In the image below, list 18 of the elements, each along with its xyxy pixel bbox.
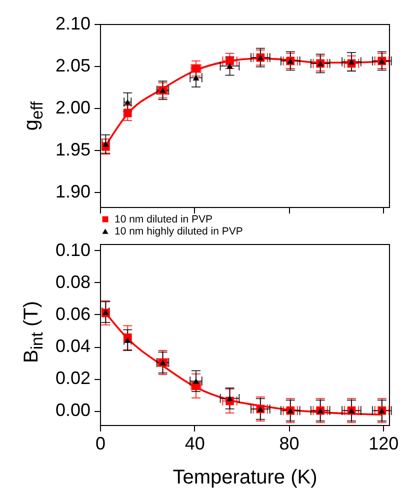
y-tick-label: 0.02 (55, 368, 90, 388)
x-tick-label: 40 (184, 434, 205, 454)
x-tick-label: 0 (95, 434, 106, 454)
y-tick-label: 2.05 (55, 55, 90, 76)
legend-label: 10 nm diluted in PVP (114, 213, 213, 226)
y-tick-label: 0.08 (55, 272, 90, 292)
y-tick-label: 2.10 (55, 14, 90, 34)
y-tick-label: 0.10 (55, 240, 90, 260)
x-axis-title: Temperature (K) (172, 466, 318, 488)
x-tick-label: 80 (279, 434, 300, 454)
y-tick-label: 0.04 (55, 336, 90, 356)
legend-label: 10 nm highly diluted in PVP (114, 225, 243, 238)
y-tick-label: 0.00 (55, 400, 90, 420)
y-tick-label: 1.95 (55, 139, 90, 160)
y-tick-label: 0.06 (55, 304, 90, 324)
y-tick-label: 1.90 (55, 181, 90, 202)
y-tick-label: 2.00 (55, 97, 90, 118)
x-tick-label: 120 (368, 434, 399, 454)
